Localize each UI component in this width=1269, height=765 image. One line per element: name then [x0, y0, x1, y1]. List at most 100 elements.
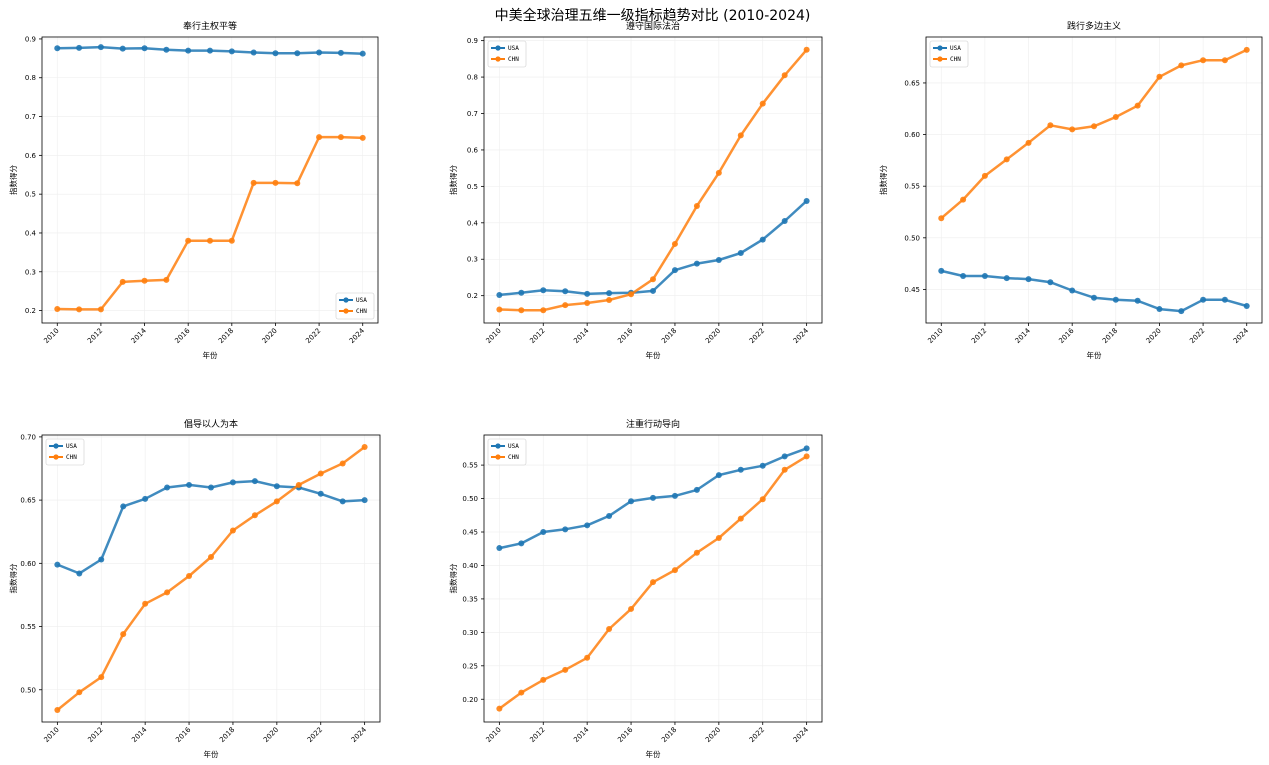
x-axis-label: 年份: [1087, 350, 1103, 360]
data-point-usa: [186, 481, 193, 488]
x-tick-label: 2024: [348, 326, 367, 345]
x-tick-label: 2022: [1188, 327, 1206, 345]
legend-box: [487, 438, 527, 466]
data-point-chn: [272, 179, 279, 186]
legend: USA CHN: [487, 438, 527, 466]
x-axis-label: 年份: [203, 350, 218, 360]
y-tick-label: 0.8: [25, 74, 36, 82]
x-tick-label: 2024: [792, 725, 811, 744]
data-point-chn: [229, 527, 236, 534]
x-tick-label: 2018: [660, 726, 678, 744]
data-point-chn: [1134, 102, 1141, 109]
legend-box: [487, 40, 527, 68]
y-tick-label: 0.45: [904, 286, 920, 294]
legend-label-chn: CHN: [508, 454, 519, 461]
data-point-usa: [316, 49, 323, 56]
data-point-usa: [228, 48, 235, 55]
y-tick-label: 0.6: [467, 146, 479, 154]
legend-label-chn: CHN: [356, 308, 367, 315]
data-point-chn: [693, 549, 700, 556]
data-point-usa: [339, 498, 346, 505]
legend-box: [45, 438, 85, 466]
data-point-usa: [164, 484, 171, 491]
data-point-chn: [803, 46, 810, 53]
y-tick-label: 0.70: [20, 433, 36, 441]
data-point-usa: [650, 494, 656, 501]
data-point-chn: [584, 654, 591, 661]
data-point-chn: [981, 172, 988, 179]
x-tick-label: 2024: [1232, 326, 1251, 345]
x-tick-label: 2014: [1014, 326, 1033, 345]
data-point-chn: [1112, 114, 1119, 121]
chart-title: 遵守国际法治: [626, 20, 680, 32]
data-point-usa: [781, 217, 788, 224]
x-tick-label: 2014: [130, 326, 149, 345]
plot-frame: [483, 434, 823, 723]
data-point-usa: [142, 495, 149, 502]
data-point-usa: [584, 290, 591, 297]
legend: USA CHN: [335, 292, 375, 320]
y-tick-label: 0.3: [25, 268, 36, 276]
data-point-chn: [142, 600, 149, 607]
data-point-usa: [715, 256, 722, 263]
y-tick-label: 0.55: [20, 623, 36, 631]
x-tick-label: 2010: [485, 726, 503, 744]
data-point-chn: [273, 498, 280, 505]
legend-label-usa: USA: [66, 443, 77, 450]
data-point-usa: [119, 45, 126, 52]
data-point-chn: [671, 240, 678, 247]
legend-box: [335, 292, 375, 320]
y-tick-label: 0.50: [904, 234, 920, 242]
legend-marker-chn: [53, 454, 59, 460]
data-point-chn: [228, 237, 235, 244]
data-point-chn: [518, 689, 525, 696]
x-tick-label: 2022: [748, 726, 766, 744]
x-tick-label: 2014: [130, 725, 149, 744]
data-point-usa: [518, 540, 525, 547]
y-tick-label: 0.4: [467, 219, 479, 227]
data-point-usa: [584, 522, 591, 529]
x-tick-label: 2018: [217, 327, 235, 345]
data-point-chn: [337, 134, 344, 141]
data-point-usa: [1134, 297, 1141, 304]
data-point-chn: [251, 512, 258, 519]
x-tick-label: 2018: [1101, 327, 1119, 345]
x-axis-label: 年份: [204, 749, 219, 759]
data-point-usa: [693, 486, 700, 493]
x-tick-label: 2016: [174, 725, 193, 744]
data-point-chn: [317, 470, 324, 477]
y-tick-label: 0.7: [25, 113, 36, 121]
data-point-usa: [671, 267, 678, 274]
y-tick-label: 0.60: [20, 560, 36, 568]
x-tick-label: 2024: [350, 725, 369, 744]
y-tick-label: 0.5: [467, 183, 478, 191]
data-point-usa: [1156, 306, 1163, 313]
y-tick-label: 0.5: [25, 191, 36, 199]
data-point-usa: [54, 45, 61, 52]
legend-marker-chn: [343, 308, 349, 314]
data-point-chn: [518, 307, 525, 314]
data-point-usa: [1091, 294, 1097, 301]
data-point-usa: [803, 445, 810, 452]
data-point-usa: [185, 47, 192, 54]
plot-frame: [41, 36, 379, 324]
legend-label-usa: USA: [508, 45, 519, 52]
legend-label-usa: USA: [356, 297, 367, 304]
y-tick-label: 0.55: [462, 462, 478, 470]
data-point-chn: [759, 100, 766, 107]
x-tick-label: 2020: [261, 327, 279, 345]
data-point-chn: [628, 291, 635, 298]
data-point-usa: [272, 50, 279, 57]
data-point-chn: [540, 307, 547, 314]
data-point-usa: [540, 287, 547, 294]
series-line-chn: [499, 48, 808, 312]
x-tick-label: 2014: [572, 326, 591, 345]
data-point-chn: [97, 306, 104, 313]
legend-label-usa: USA: [508, 443, 519, 450]
data-point-usa: [1200, 296, 1207, 303]
data-point-chn: [650, 276, 656, 283]
x-axis-label: 年份: [646, 350, 661, 360]
legend: USA CHN: [487, 40, 527, 68]
x-tick-label: 2010: [42, 327, 60, 345]
legend-marker-chn: [937, 56, 943, 62]
